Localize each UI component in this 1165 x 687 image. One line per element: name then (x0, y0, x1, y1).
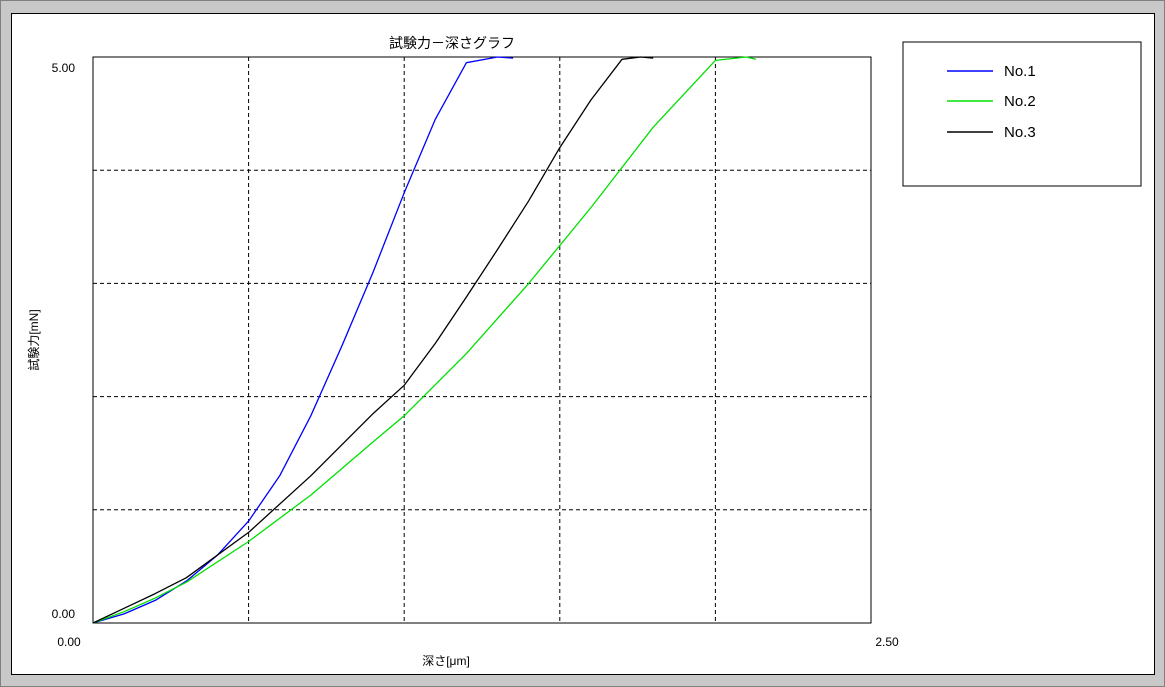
y-axis-label: 試験力[mN] (26, 309, 41, 370)
x-tick-label-min: 0.00 (57, 635, 81, 649)
legend-label-no3: No.3 (1004, 124, 1036, 141)
chart-title: 試験力－深さグラフ (389, 35, 515, 51)
series-line-no3 (92, 56, 654, 624)
y-tick-label-min: 0.00 (52, 607, 76, 621)
series-line-no1 (92, 56, 514, 624)
series-line-no2 (92, 56, 757, 624)
legend-label-no1: No.1 (1004, 63, 1036, 80)
chart-panel: 試験力－深さグラフ 5.00 0.00 0.00 2.50 深さ[μm] 試験力… (11, 13, 1155, 675)
legend: No.1 No.2 No.3 (902, 41, 1142, 187)
grid-lines (93, 57, 871, 623)
y-tick-label-max: 5.00 (52, 61, 76, 75)
x-axis-label: 深さ[μm] (422, 654, 470, 668)
plot-area (92, 56, 872, 624)
force-depth-chart: 試験力－深さグラフ 5.00 0.00 0.00 2.50 深さ[μm] 試験力… (26, 35, 1142, 668)
x-tick-label-max: 2.50 (875, 635, 899, 649)
series-lines (92, 56, 757, 624)
legend-box (902, 41, 1142, 187)
legend-label-no2: No.2 (1004, 93, 1036, 110)
